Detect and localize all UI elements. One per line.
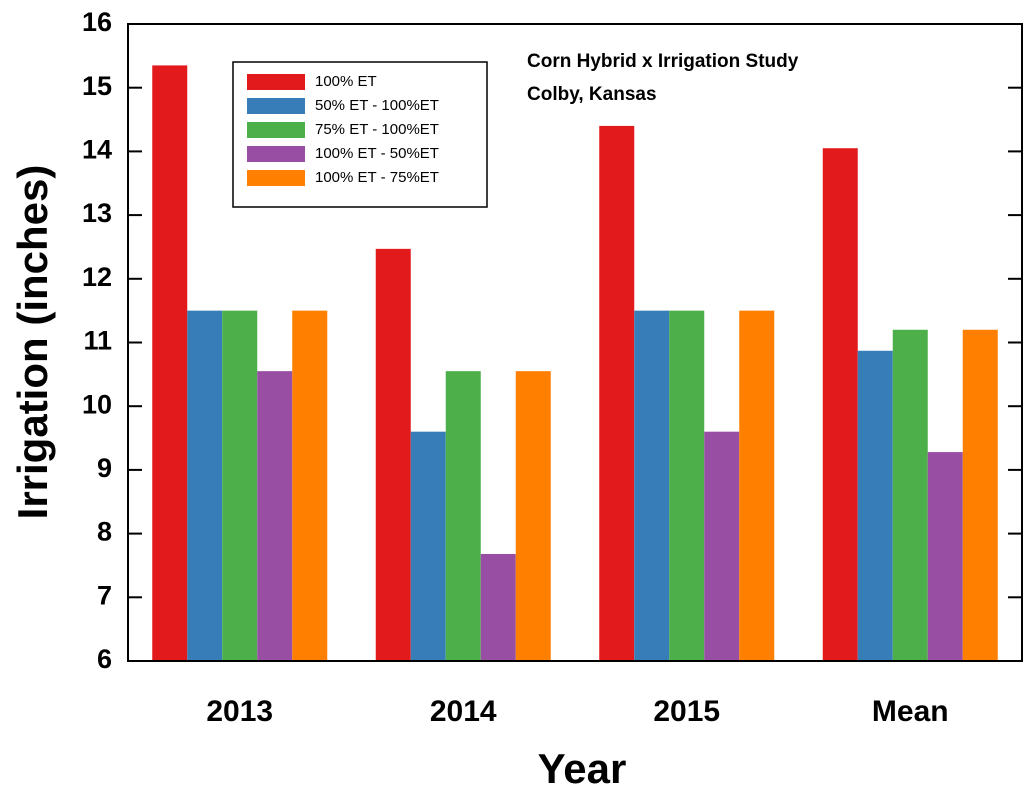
- y-tick-label: 12: [82, 262, 112, 292]
- legend-label: 50% ET - 100%ET: [315, 97, 439, 114]
- bar: [962, 329, 998, 661]
- legend-label: 100% ET: [315, 73, 377, 90]
- x-tick-label: 2015: [653, 695, 720, 728]
- y-tick-label: 14: [82, 135, 112, 165]
- legend-swatch: [247, 74, 305, 90]
- bar: [515, 371, 551, 661]
- legend-swatch: [247, 170, 305, 186]
- legend-swatch: [247, 122, 305, 138]
- chart-subtitle: Colby, Kansas: [527, 84, 657, 105]
- bar: [739, 310, 775, 661]
- plot-frame: [127, 23, 1023, 662]
- bar: [634, 310, 670, 661]
- y-tick-label: 10: [82, 389, 112, 419]
- bar: [292, 310, 328, 661]
- bar: [669, 310, 705, 661]
- bar: [152, 65, 188, 661]
- bar: [599, 125, 635, 662]
- legend-label: 75% ET - 100%ET: [315, 121, 439, 138]
- y-tick-label: 7: [97, 580, 112, 610]
- bar: [445, 371, 481, 661]
- y-tick-label: 13: [82, 198, 112, 228]
- x-tick-label: 2014: [430, 695, 497, 728]
- bar: [704, 431, 740, 661]
- bar: [222, 310, 258, 661]
- x-tick-label: 2013: [206, 695, 273, 728]
- x-tick-label: Mean: [872, 695, 949, 728]
- bar: [187, 310, 223, 661]
- y-axis-title: Irrigation (inches): [9, 165, 56, 520]
- y-tick-label: 8: [97, 517, 112, 547]
- bar: [927, 452, 963, 661]
- bar: [822, 148, 858, 662]
- x-axis-title: Year: [538, 745, 627, 791]
- bar: [257, 371, 293, 661]
- y-tick-label: 15: [82, 71, 112, 101]
- chart-title: Corn Hybrid x Irrigation Study: [527, 51, 799, 72]
- bar: [480, 553, 516, 661]
- legend-label: 100% ET - 50%ET: [315, 145, 439, 162]
- bar: [892, 329, 928, 661]
- legend-swatch: [247, 146, 305, 162]
- bar: [857, 350, 893, 661]
- bar: [410, 431, 446, 661]
- y-tick-label: 11: [83, 326, 112, 356]
- y-tick-label: 16: [82, 7, 112, 37]
- bar: [375, 248, 411, 661]
- y-tick-label: 6: [97, 644, 112, 674]
- legend-swatch: [247, 98, 305, 114]
- y-tick-label: 9: [97, 453, 112, 483]
- legend-label: 100% ET - 75%ET: [315, 169, 439, 186]
